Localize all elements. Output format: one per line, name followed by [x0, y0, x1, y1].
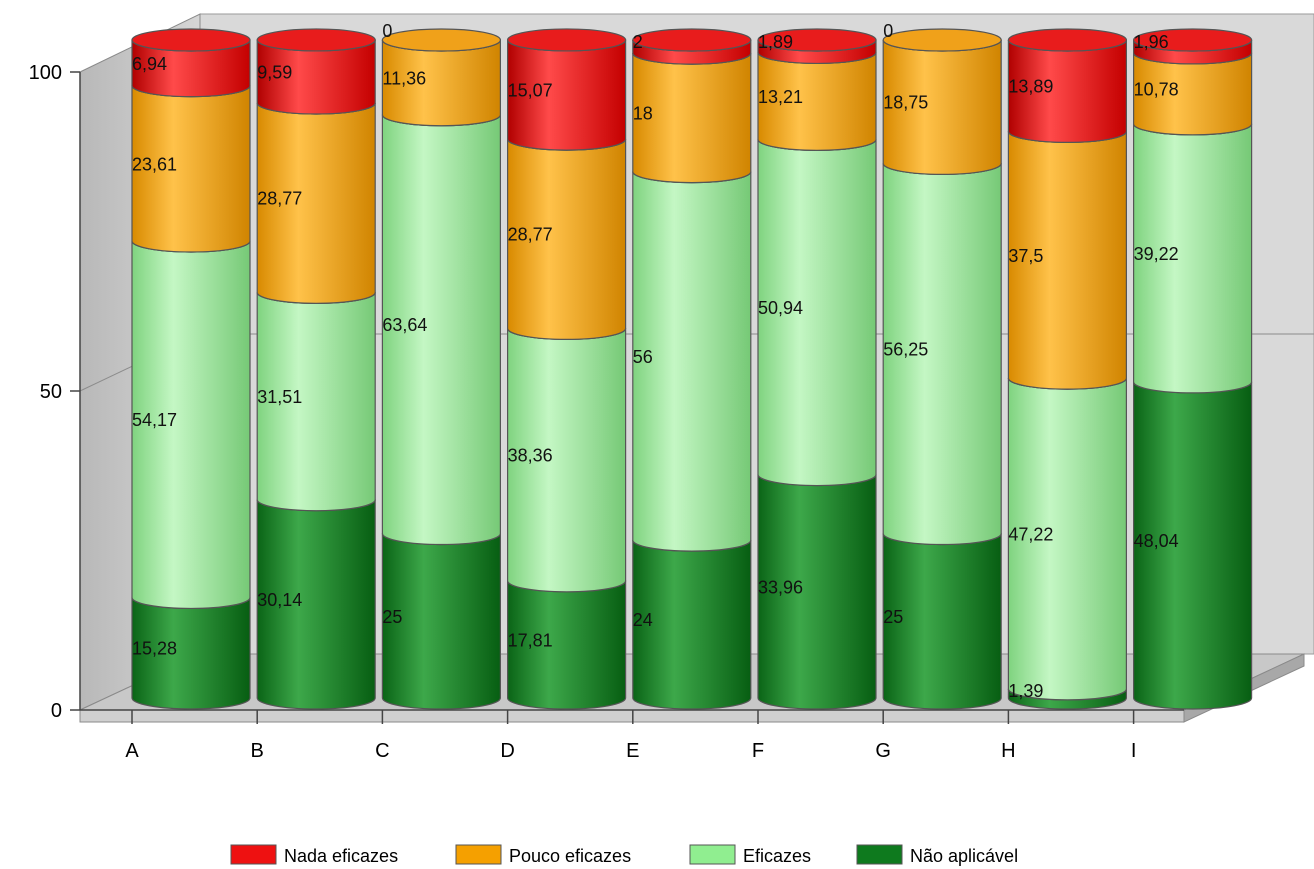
data-label-B-3: 9,59 [257, 62, 292, 82]
data-label-G-3: 0 [883, 21, 893, 41]
x-tick-label-C: C [375, 740, 389, 762]
legend-swatch-nada [230, 844, 277, 865]
legend-label-eficazes: Eficazes [743, 846, 811, 866]
data-label-F-3: 1,89 [758, 32, 793, 52]
data-label-D-3: 15,07 [508, 81, 553, 101]
data-label-A-0: 15,28 [132, 639, 177, 659]
data-label-F-2: 13,21 [758, 87, 803, 107]
x-tick-label-A: A [125, 740, 139, 762]
data-label-H-0: 1,39 [1008, 681, 1043, 701]
data-label-B-2: 28,77 [257, 189, 302, 209]
data-label-E-0: 24 [633, 610, 653, 630]
bar-top-cap-H [1007, 28, 1128, 52]
data-label-D-1: 38,36 [508, 446, 553, 466]
bar-top-cap-B [256, 28, 376, 52]
bar-top-cap-D [506, 28, 627, 52]
data-label-G-2: 18,75 [883, 93, 928, 113]
data-label-A-1: 54,17 [132, 410, 177, 430]
data-label-C-1: 63,64 [382, 315, 427, 335]
data-label-B-1: 31,51 [257, 387, 302, 407]
x-tick-label-I: I [1131, 740, 1137, 762]
data-label-I-0: 48,04 [1134, 531, 1179, 551]
legend: Nada eficazes Pouco eficazes Eficazes Nã… [230, 844, 1018, 866]
data-label-C-0: 25 [382, 607, 402, 627]
data-label-F-0: 33,96 [758, 577, 803, 597]
bar-top-cap-G [882, 28, 1002, 52]
data-label-G-1: 56,25 [883, 339, 928, 359]
x-tick-label-F: F [752, 740, 764, 762]
data-label-I-1: 39,22 [1134, 244, 1179, 264]
y-axis-labels: 0 50 100 [29, 62, 62, 722]
data-label-A-3: 6,94 [132, 54, 167, 74]
y-tick-label-100: 100 [29, 62, 62, 84]
data-label-H-2: 37,5 [1008, 246, 1043, 266]
data-label-E-2: 18 [633, 103, 653, 123]
data-label-C-3: 0 [382, 21, 392, 41]
data-label-E-1: 56 [633, 347, 653, 367]
x-tick-label-E: E [626, 740, 639, 762]
data-label-H-1: 47,22 [1008, 525, 1053, 545]
data-label-A-2: 23,61 [132, 154, 177, 174]
data-label-D-2: 28,77 [508, 225, 553, 245]
data-label-I-2: 10,78 [1134, 79, 1179, 99]
data-label-D-0: 17,81 [508, 630, 553, 650]
bar-top-cap-E [632, 28, 752, 52]
legend-swatch-nao-aplicavel [856, 844, 903, 865]
legend-swatch-eficazes [689, 844, 736, 865]
bar-top-cap-I [1132, 28, 1253, 52]
bar-top-cap-C [381, 28, 501, 52]
legend-label-nao-aplicavel: Não aplicável [910, 846, 1018, 866]
x-tick-label-H: H [1001, 740, 1015, 762]
bar-top-cap-A [131, 28, 251, 52]
data-label-H-3: 13,89 [1008, 77, 1053, 97]
data-labels: 15,2854,1723,616,9430,1431,5128,779,5925… [132, 21, 1179, 701]
y-tick-label-50: 50 [40, 381, 62, 403]
data-label-C-2: 11,36 [382, 68, 426, 88]
data-label-E-3: 2 [633, 32, 643, 52]
base-front [79, 709, 1185, 723]
legend-swatch-pouco [455, 844, 502, 865]
bars [131, 28, 1253, 710]
data-label-I-3: 1,96 [1134, 32, 1169, 52]
bar-top-cap-F [757, 28, 877, 52]
x-axis: A B C D E F G H I [125, 710, 1136, 762]
data-label-F-1: 50,94 [758, 298, 803, 318]
legend-label-pouco: Pouco eficazes [509, 846, 631, 866]
x-tick-label-G: G [875, 740, 891, 762]
x-tick-label-B: B [251, 740, 264, 762]
y-tick-label-0: 0 [51, 700, 62, 722]
legend-label-nada: Nada eficazes [284, 846, 398, 866]
data-label-G-0: 25 [883, 607, 903, 627]
data-label-B-0: 30,14 [257, 590, 302, 610]
x-tick-label-D: D [500, 740, 514, 762]
